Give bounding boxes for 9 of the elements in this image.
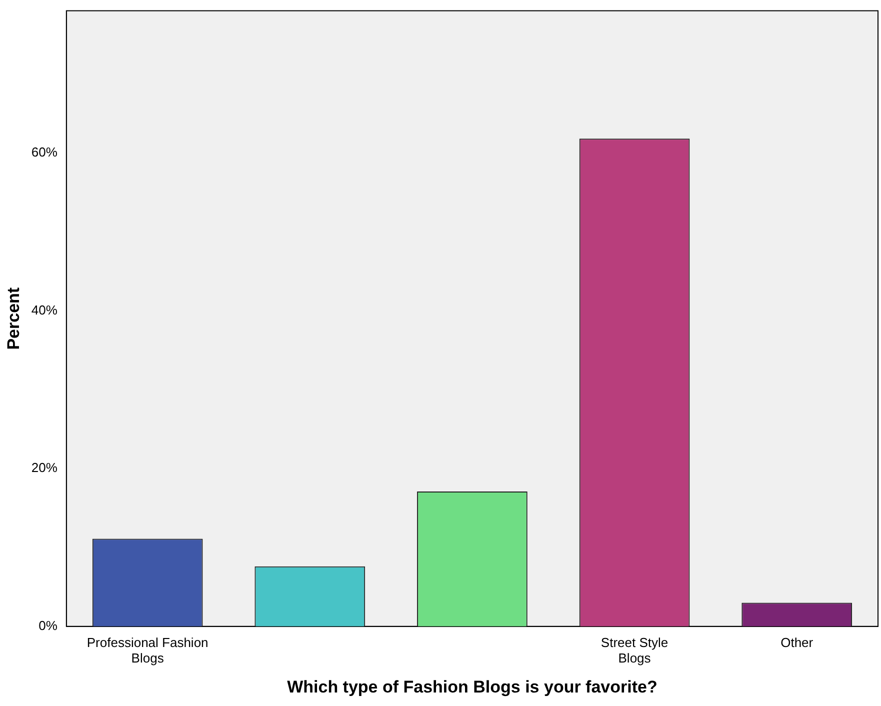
- y-tick-label: 0%: [38, 618, 58, 633]
- x-tick-label: Other: [780, 634, 814, 650]
- y-tick-label: 60%: [31, 144, 58, 160]
- y-tick-label: 40%: [31, 302, 58, 318]
- x-tick-label: Street Style Blogs: [600, 634, 668, 666]
- y-axis-title: Percent: [4, 287, 23, 350]
- x-tick-label: Professional Fashion Blogs: [86, 634, 208, 666]
- y-tick-label: 20%: [31, 460, 58, 476]
- x-axis-title: Which type of Fashion Blogs is your favorite?: [287, 677, 658, 696]
